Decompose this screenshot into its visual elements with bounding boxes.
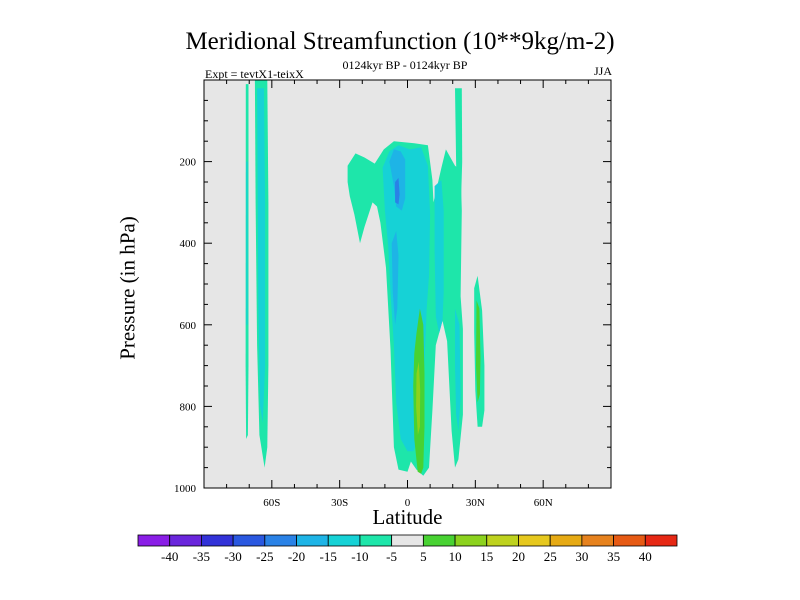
colorbar-swatch — [422, 534, 456, 547]
season-label: JJA — [593, 64, 612, 78]
colorbar-swatch — [644, 534, 678, 547]
colorbar-label: 15 — [480, 549, 493, 564]
contour-layer — [245, 80, 485, 476]
colorbar-swatch — [137, 534, 171, 547]
colorbar-label: 5 — [420, 549, 427, 564]
colorbar-swatch — [264, 534, 297, 547]
experiment-label: Expt = tevtX1-teixX — [205, 67, 304, 81]
axes-layer: 60S 30S 0 30N 60N 200 400 600 800 1000 — [174, 80, 611, 509]
x-tick-label: 0 — [405, 497, 411, 509]
colorbar-label: 30 — [575, 549, 588, 564]
chart-title: Meridional Streamfunction (10**9kg/m-2) — [185, 28, 615, 55]
colorbar-swatch — [549, 534, 583, 547]
x-axis-label: Latitude — [372, 505, 443, 529]
contour-yellowgreen-yg-core — [416, 361, 421, 435]
contour-teal-teal-16n — [434, 180, 444, 333]
x-tick-label: 60N — [534, 497, 553, 509]
contour-blue-blue-core — [395, 177, 400, 205]
y-tick-label: 1000 — [174, 483, 197, 495]
colorbar: -40 -35 -30 -25 -20 -15 -10 -5 5 10 15 20 25 30 35 40 — [137, 534, 678, 564]
colorbar-swatch — [581, 534, 614, 547]
colorbar-swatch — [169, 534, 202, 547]
colorbar-label: 25 — [544, 549, 557, 564]
colorbar-label: 20 — [512, 549, 525, 564]
colorbar-swatch — [613, 534, 646, 547]
colorbar-label: -15 — [320, 549, 337, 564]
colorbar-swatch — [518, 534, 551, 547]
contour-teal-s60-inner — [257, 88, 266, 423]
colorbar-label: -25 — [256, 549, 273, 564]
colorbar-label: -40 — [161, 549, 178, 564]
colorbar-swatch — [359, 534, 393, 547]
y-tick-label: 600 — [180, 320, 197, 332]
contour-cyan-nh-30n-column — [455, 88, 463, 215]
colorbar-swatch — [454, 534, 488, 547]
contour-teal-teal-22n — [455, 308, 461, 431]
contour-lightblue-lb-lower — [391, 231, 399, 325]
y-tick-label: 200 — [180, 157, 197, 169]
colorbar-swatch — [486, 534, 519, 547]
colorbar-label: 40 — [639, 549, 652, 564]
colorbar-swatch — [296, 534, 329, 547]
colorbar-swatch — [391, 534, 424, 547]
contour-teal-s70-line — [246, 161, 248, 325]
colorbar-label: -5 — [386, 549, 397, 564]
colorbar-label: 10 — [449, 549, 462, 564]
colorbar-label: -20 — [288, 549, 305, 564]
chart-subtitle: 0124kyr BP - 0124kyr BP — [342, 58, 468, 72]
colorbar-swatch — [327, 534, 361, 547]
x-tick-label: 30S — [331, 497, 348, 509]
colorbar-swatch — [232, 534, 266, 547]
colorbar-label: -30 — [224, 549, 241, 564]
x-tick-label: 30N — [466, 497, 485, 509]
colorbar-label: -10 — [351, 549, 368, 564]
x-tick-label: 60S — [263, 497, 280, 509]
colorbar-label: 35 — [607, 549, 620, 564]
colorbar-label: -35 — [193, 549, 210, 564]
y-tick-label: 400 — [180, 238, 197, 250]
y-tick-label: 800 — [180, 401, 197, 413]
contour-green-green-35n — [476, 300, 481, 403]
colorbar-swatch — [201, 534, 234, 547]
